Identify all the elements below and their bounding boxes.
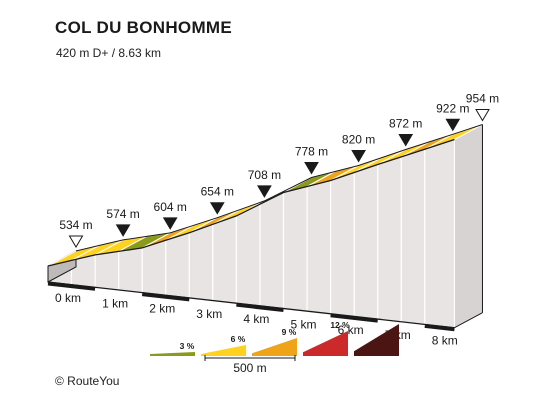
- legend-swatch: [252, 338, 297, 356]
- km-tick-label: 8 km: [432, 333, 458, 347]
- km-scale-bar: [141, 292, 190, 302]
- elevation-label: 778 m: [295, 144, 328, 158]
- profile-column: [212, 215, 237, 304]
- elevation-label: 872 m: [389, 117, 422, 131]
- elevation-label: 820 m: [342, 133, 375, 147]
- elevation-label: 574 m: [106, 207, 139, 221]
- gradient-legend: 3 % 6 % 9 % 12 % 500 m: [150, 320, 399, 375]
- km-scale-bar: [236, 302, 284, 312]
- elevation-label: 708 m: [248, 168, 281, 182]
- elevation-label: 922 m: [436, 101, 469, 115]
- km-scale-bar: [47, 281, 96, 291]
- legend-swatch: [354, 324, 399, 356]
- legend-label: 3 %: [180, 341, 195, 351]
- profile-column: [188, 223, 214, 302]
- elevation-marker-icon: [304, 162, 319, 175]
- elevation-label: 954 m: [466, 92, 499, 106]
- profile-column: [377, 156, 402, 323]
- elevation-marker-icon: [257, 185, 272, 198]
- profile-column: [141, 239, 167, 296]
- elevation-marker-icon: [351, 150, 366, 163]
- elevation-marker-icon: [68, 235, 84, 248]
- elevation-marker-icon: [475, 109, 490, 122]
- elevation-markers: 534 m 574 m 604 m 654 m 708 m 778 m 820 m 872 m…: [59, 92, 499, 248]
- elevation-label: 654 m: [201, 185, 234, 199]
- km-tick-label: 1 km: [102, 296, 128, 310]
- legend-swatch: [201, 345, 246, 356]
- profile-outline: [454, 312, 483, 329]
- scale-label: 500 m: [233, 361, 266, 375]
- chart-subtitle: 420 m D+ / 8.63 km: [56, 46, 162, 60]
- elevation-marker-icon: [115, 224, 131, 237]
- km-tick-label: 3 km: [196, 307, 222, 321]
- elevation-label: 604 m: [154, 200, 187, 214]
- profile-column: [330, 171, 355, 318]
- profile-column: [424, 138, 456, 329]
- profile-column: [306, 179, 332, 315]
- km-tick-label: 5 km: [290, 318, 316, 332]
- chart-title: COL DU BONHOMME: [55, 18, 233, 37]
- elevation-marker-icon: [209, 202, 225, 215]
- profile-column: [94, 250, 120, 291]
- profile-column: [400, 148, 426, 326]
- legend-swatch: [150, 352, 195, 356]
- elevation-label: 534 m: [59, 218, 92, 232]
- profile-column: [118, 247, 143, 294]
- profile-front-face: [47, 123, 483, 329]
- km-tick-label: 4 km: [243, 312, 269, 326]
- profile-top-surface: [47, 124, 483, 329]
- elevation-marker-icon: [162, 217, 178, 230]
- profile-column: [165, 231, 190, 299]
- copyright-label: © RouteYou: [55, 374, 120, 388]
- legend-label: 9 %: [282, 327, 297, 337]
- elevation-marker-icon: [445, 118, 461, 132]
- profile-outline: [75, 124, 483, 252]
- profile-end-face: [454, 123, 483, 329]
- profile-column: [259, 191, 285, 310]
- profile-column: [353, 163, 379, 320]
- legend-label: 12 %: [330, 320, 350, 330]
- legend-label: 6 %: [231, 334, 246, 344]
- profile-outline: [47, 138, 455, 267]
- legend-swatch: [303, 331, 348, 356]
- km-tick-label: 0 km: [55, 291, 81, 305]
- km-scale-bar: [424, 323, 455, 332]
- profile-column: [235, 203, 261, 307]
- profile-column: [282, 185, 308, 312]
- km-scale-bar: [330, 313, 378, 323]
- km-tick-label: 2 km: [149, 302, 175, 316]
- elevation-marker-icon: [398, 134, 414, 147]
